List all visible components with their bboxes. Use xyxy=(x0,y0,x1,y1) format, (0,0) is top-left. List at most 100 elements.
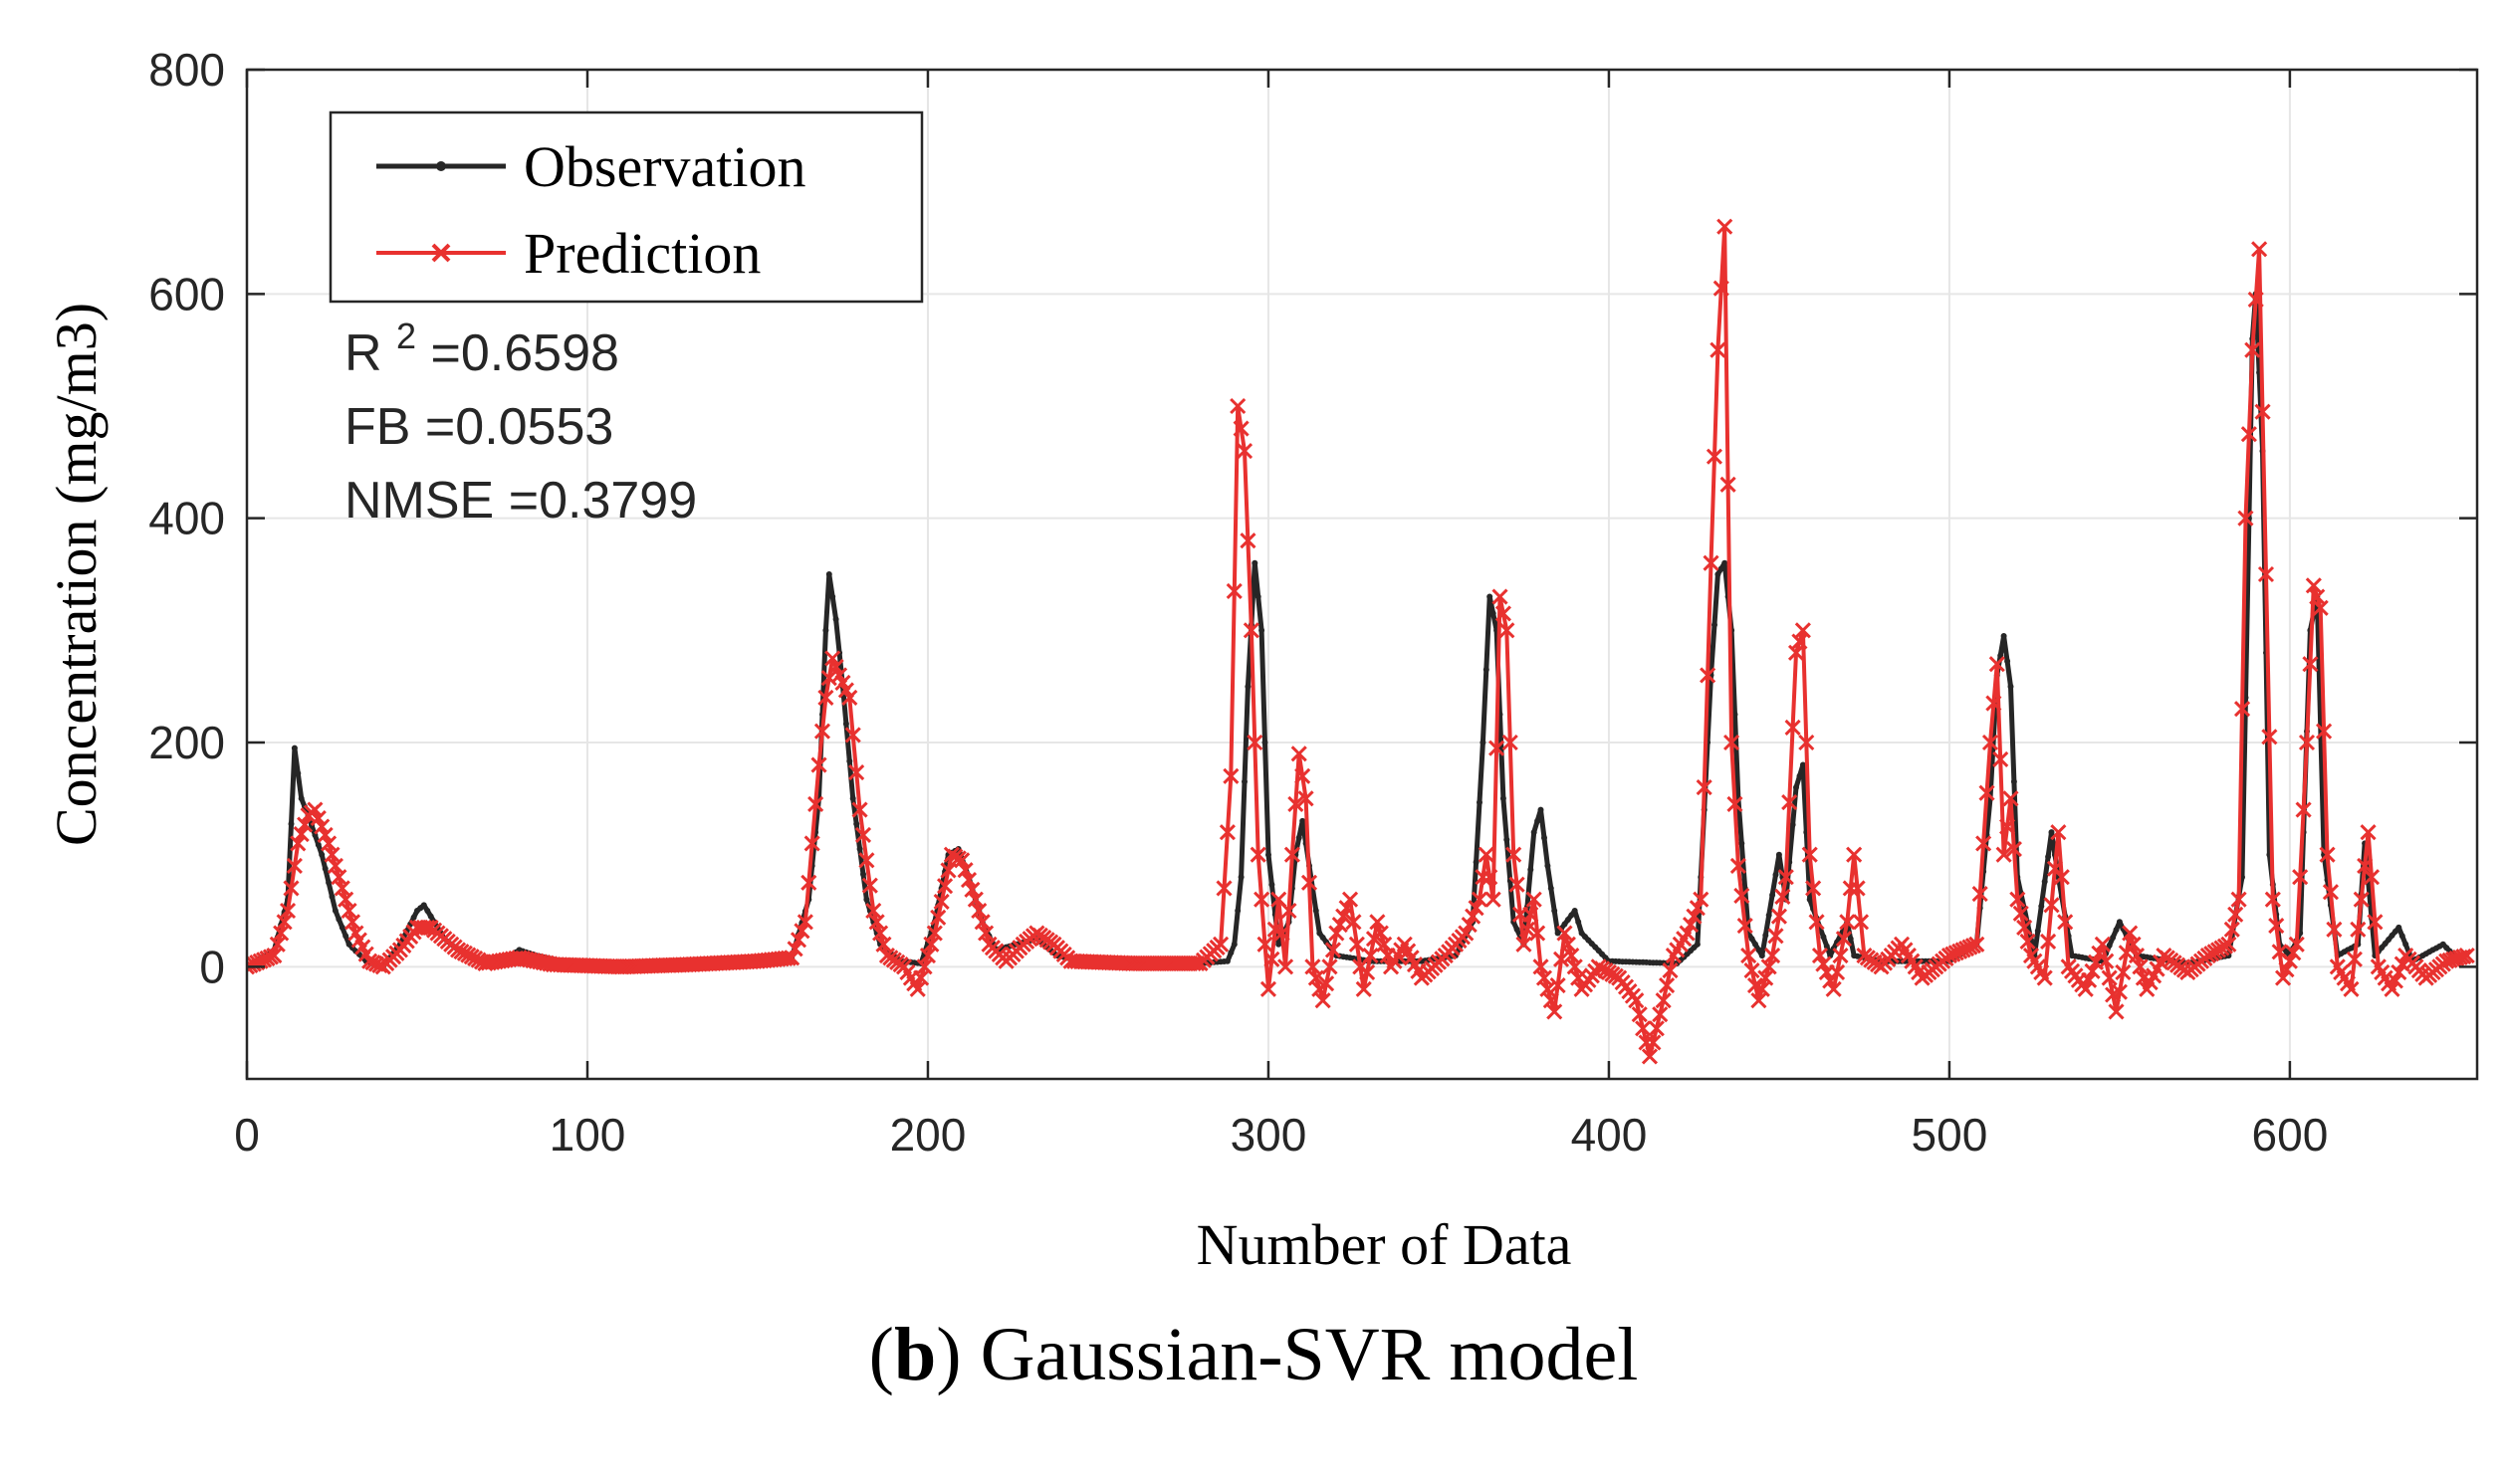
observation-point xyxy=(825,571,832,577)
observation-point xyxy=(1541,834,1547,841)
prediction-point xyxy=(1988,656,2005,673)
prediction-point xyxy=(2050,824,2067,841)
prediction-point xyxy=(2367,914,2384,931)
prediction-point xyxy=(854,826,872,844)
observation-point xyxy=(1820,934,1827,941)
prediction-point xyxy=(1774,888,1791,905)
prediction-point xyxy=(1709,341,1726,358)
prediction-point xyxy=(1341,891,1359,908)
x-axis-label: Number of Data xyxy=(1197,1212,1572,1277)
prediction-point xyxy=(2115,963,2132,981)
x-tick-label: 200 xyxy=(890,1109,967,1161)
prediction-point xyxy=(824,650,841,667)
prediction-point xyxy=(1213,936,1230,953)
prediction-point xyxy=(1362,948,1379,964)
prediction-point xyxy=(338,891,354,908)
caption-letter: b xyxy=(893,1313,937,1396)
observation-point xyxy=(2110,935,2117,941)
prediction-point xyxy=(1992,750,2009,767)
prediction-point xyxy=(2016,919,2033,936)
y-tick-label: 200 xyxy=(148,717,225,768)
prediction-point xyxy=(2233,701,2251,718)
prediction-point xyxy=(327,857,343,874)
prediction-point xyxy=(1318,975,1335,992)
prediction-point xyxy=(813,723,831,740)
fb-annotation: FB =0.0553 xyxy=(344,398,613,456)
prediction-point xyxy=(1815,955,1832,972)
prediction-point xyxy=(1682,917,1700,934)
prediction-point xyxy=(1689,900,1706,917)
caption-text: Gaussian-SVR model xyxy=(961,1313,1639,1396)
prediction-point xyxy=(974,914,991,931)
observation-point xyxy=(1499,795,1506,802)
prediction-point xyxy=(1662,962,1679,979)
prediction-point xyxy=(1722,734,1740,751)
prediction-point xyxy=(780,950,797,966)
prediction-point xyxy=(1535,969,1553,986)
prediction-point xyxy=(1842,880,1859,897)
observation-point xyxy=(1503,836,1510,843)
observation-point xyxy=(1312,908,1319,914)
observation-point xyxy=(291,744,298,751)
observation-point xyxy=(822,627,829,634)
x-tick-label: 300 xyxy=(1231,1109,1307,1161)
prediction-point xyxy=(1273,925,1290,942)
prediction-point xyxy=(1645,1034,1662,1051)
observation-point xyxy=(2116,919,2123,926)
prediction-point xyxy=(276,914,293,931)
prediction-point xyxy=(967,891,984,908)
prediction-point xyxy=(971,902,988,920)
prediction-point xyxy=(1798,734,1815,751)
y-tick-label: 0 xyxy=(199,941,225,992)
prediction-point xyxy=(1978,784,1995,801)
prediction-point xyxy=(273,925,290,942)
prediction-point xyxy=(1324,942,1341,958)
prediction-point xyxy=(1304,958,1321,975)
prediction-point xyxy=(1971,886,1988,903)
prediction-point xyxy=(1706,448,1723,465)
prediction-point xyxy=(1465,908,1481,925)
axis-ticks: 0 100 200 300 400 500 600 0 200 400 600 800 xyxy=(148,44,2477,1161)
observation-point xyxy=(2045,853,2052,860)
prediction-point xyxy=(1805,880,1822,897)
prediction-point xyxy=(2319,846,2336,863)
prediction-point xyxy=(787,941,803,957)
prediction-point xyxy=(2101,969,2118,986)
observation-point xyxy=(1473,859,1480,866)
prediction-point xyxy=(1716,218,1733,235)
prediction-point xyxy=(1733,887,1750,905)
x-tick-label: 400 xyxy=(1571,1109,1648,1161)
observation-point xyxy=(1486,593,1493,600)
observation-point xyxy=(1561,921,1568,928)
prediction-point xyxy=(2281,953,2298,969)
prediction-point xyxy=(1372,925,1389,942)
prediction-point xyxy=(2309,588,2326,605)
prediction-point xyxy=(2081,971,2098,988)
prediction-point xyxy=(1760,958,1777,975)
prediction-point xyxy=(1631,1006,1648,1023)
prediction-point xyxy=(290,835,307,852)
prediction-point xyxy=(1481,869,1498,886)
prediction-point xyxy=(2357,857,2374,874)
prediction-point xyxy=(286,857,303,874)
prediction-point xyxy=(1757,969,1774,986)
prediction-point xyxy=(1294,767,1311,784)
fb-value: =0.0553 xyxy=(425,398,613,456)
axes-frame xyxy=(245,68,2479,1081)
prediction-point xyxy=(2275,969,2292,986)
observation-point xyxy=(2041,878,2048,885)
prediction-point xyxy=(2122,925,2139,942)
x-tick-label: 600 xyxy=(2252,1109,2329,1161)
prediction-point xyxy=(1376,936,1393,953)
prediction-point xyxy=(790,932,807,949)
prediction-point xyxy=(1515,936,1532,953)
observation-point xyxy=(1489,610,1496,617)
prediction-point xyxy=(1770,908,1787,925)
observation-point xyxy=(2106,942,2113,949)
observation-point xyxy=(2382,941,2389,947)
observation-point xyxy=(2113,927,2120,934)
prediction-point xyxy=(1696,779,1712,796)
prediction-point xyxy=(1566,958,1583,975)
prediction-point xyxy=(1529,925,1546,942)
